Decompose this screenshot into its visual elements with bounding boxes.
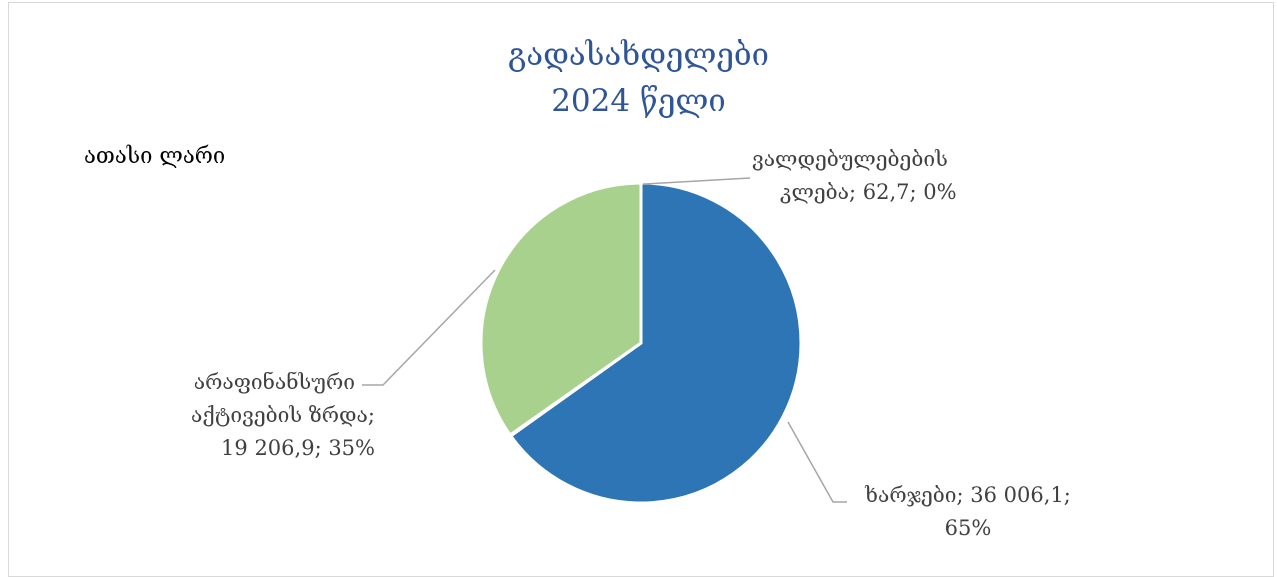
pie-chart — [362, 177, 847, 505]
label-assets-line-1: არაფინანსური — [193, 370, 355, 394]
chart-title-line-2: 2024 წელი — [551, 83, 726, 119]
label-expenses-line-1: ხარჯები; 36 006,1; — [865, 483, 1071, 507]
label-liabilities-line-1: ვალდებულებების — [752, 147, 948, 171]
label-assets-line-3: 19 206,9; 35% — [221, 436, 375, 460]
leader-line-assets — [362, 269, 496, 386]
label-liabilities-line-2: კლება; 62,7; 0% — [780, 180, 957, 204]
unit-label: ათასი ლარი — [84, 144, 226, 169]
leader-line-liabilities — [643, 177, 751, 185]
chart-title: გადასახდელები 2024 წელი — [0, 32, 1277, 124]
label-assets-line-2: აქტივების ზრდა; — [191, 403, 375, 427]
leader-line-expenses — [787, 421, 847, 503]
pie-slice-expenses — [508, 181, 803, 505]
pie-slice-assets — [479, 181, 643, 438]
label-assets: არაფინანსური აქტივების ზრდა; 19 206,9; 3… — [120, 366, 375, 465]
label-expenses-line-2: 65% — [944, 516, 992, 540]
label-liabilities: ვალდებულებების კლება; 62,7; 0% — [752, 143, 957, 209]
chart-title-line-1: გადასახდელები — [508, 37, 769, 73]
label-expenses: ხარჯები; 36 006,1; 65% — [838, 479, 1098, 545]
